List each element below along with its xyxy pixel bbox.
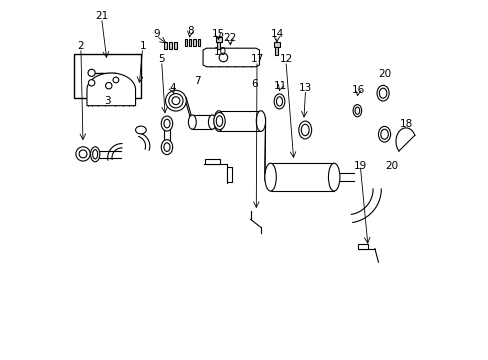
Bar [270, 163, 333, 191]
Text: 11: 11 [273, 81, 286, 91]
Text: 3: 3 [103, 96, 110, 107]
Ellipse shape [379, 88, 386, 98]
Text: 20: 20 [378, 68, 391, 78]
Bar [193, 39, 195, 46]
Ellipse shape [168, 94, 183, 108]
Ellipse shape [328, 163, 339, 191]
Ellipse shape [90, 147, 100, 162]
Bar [274, 45, 278, 55]
Bar [358, 244, 367, 249]
Text: 7: 7 [194, 76, 200, 86]
Ellipse shape [276, 97, 282, 106]
Ellipse shape [161, 116, 172, 131]
Text: 22: 22 [223, 33, 236, 43]
Bar [217, 40, 220, 49]
Bar [168, 42, 171, 49]
Ellipse shape [208, 115, 216, 129]
Text: 4: 4 [169, 83, 175, 93]
Bar [197, 39, 200, 46]
Ellipse shape [352, 105, 361, 117]
Bar [273, 42, 279, 47]
Bar [204, 159, 220, 164]
Text: 18: 18 [399, 118, 412, 129]
Circle shape [79, 150, 87, 158]
Ellipse shape [301, 124, 308, 136]
Text: 13: 13 [298, 83, 311, 93]
Ellipse shape [216, 116, 222, 126]
Ellipse shape [188, 115, 196, 129]
Text: 6: 6 [251, 79, 257, 89]
Text: 20: 20 [384, 161, 397, 171]
Ellipse shape [214, 111, 223, 131]
Text: 12: 12 [279, 54, 292, 64]
Ellipse shape [380, 129, 387, 139]
Bar [227, 167, 231, 182]
Bar [188, 39, 191, 46]
Text: 10: 10 [214, 47, 226, 57]
Circle shape [113, 77, 119, 83]
Text: 14: 14 [270, 29, 283, 39]
Bar [74, 54, 141, 98]
Ellipse shape [93, 150, 98, 159]
Circle shape [76, 147, 90, 161]
Text: 5: 5 [158, 54, 164, 64]
Circle shape [88, 69, 95, 76]
Text: 1: 1 [139, 41, 146, 51]
Text: 19: 19 [353, 161, 366, 171]
Bar [216, 37, 221, 42]
Circle shape [219, 53, 227, 62]
Ellipse shape [256, 111, 265, 131]
Ellipse shape [163, 143, 170, 152]
Bar [218, 111, 261, 131]
Polygon shape [87, 73, 135, 106]
Ellipse shape [165, 90, 186, 111]
Ellipse shape [163, 119, 170, 128]
Ellipse shape [378, 126, 390, 142]
Ellipse shape [354, 107, 359, 114]
Polygon shape [203, 48, 259, 67]
Text: 2: 2 [78, 41, 84, 51]
Circle shape [105, 82, 112, 89]
Ellipse shape [264, 163, 276, 191]
Bar [163, 42, 166, 49]
Ellipse shape [135, 126, 146, 134]
Ellipse shape [376, 85, 388, 101]
Text: 8: 8 [186, 26, 193, 36]
Text: 21: 21 [95, 12, 108, 21]
Circle shape [88, 80, 95, 86]
Ellipse shape [161, 140, 172, 155]
Ellipse shape [298, 121, 311, 139]
Ellipse shape [172, 97, 180, 105]
Bar [192, 115, 212, 129]
Bar [173, 42, 176, 49]
Text: 16: 16 [351, 85, 364, 95]
Text: 17: 17 [250, 54, 263, 64]
Ellipse shape [213, 112, 225, 130]
Ellipse shape [274, 94, 285, 109]
Text: 15: 15 [211, 29, 224, 39]
Text: 9: 9 [153, 29, 159, 39]
Bar [184, 39, 187, 46]
